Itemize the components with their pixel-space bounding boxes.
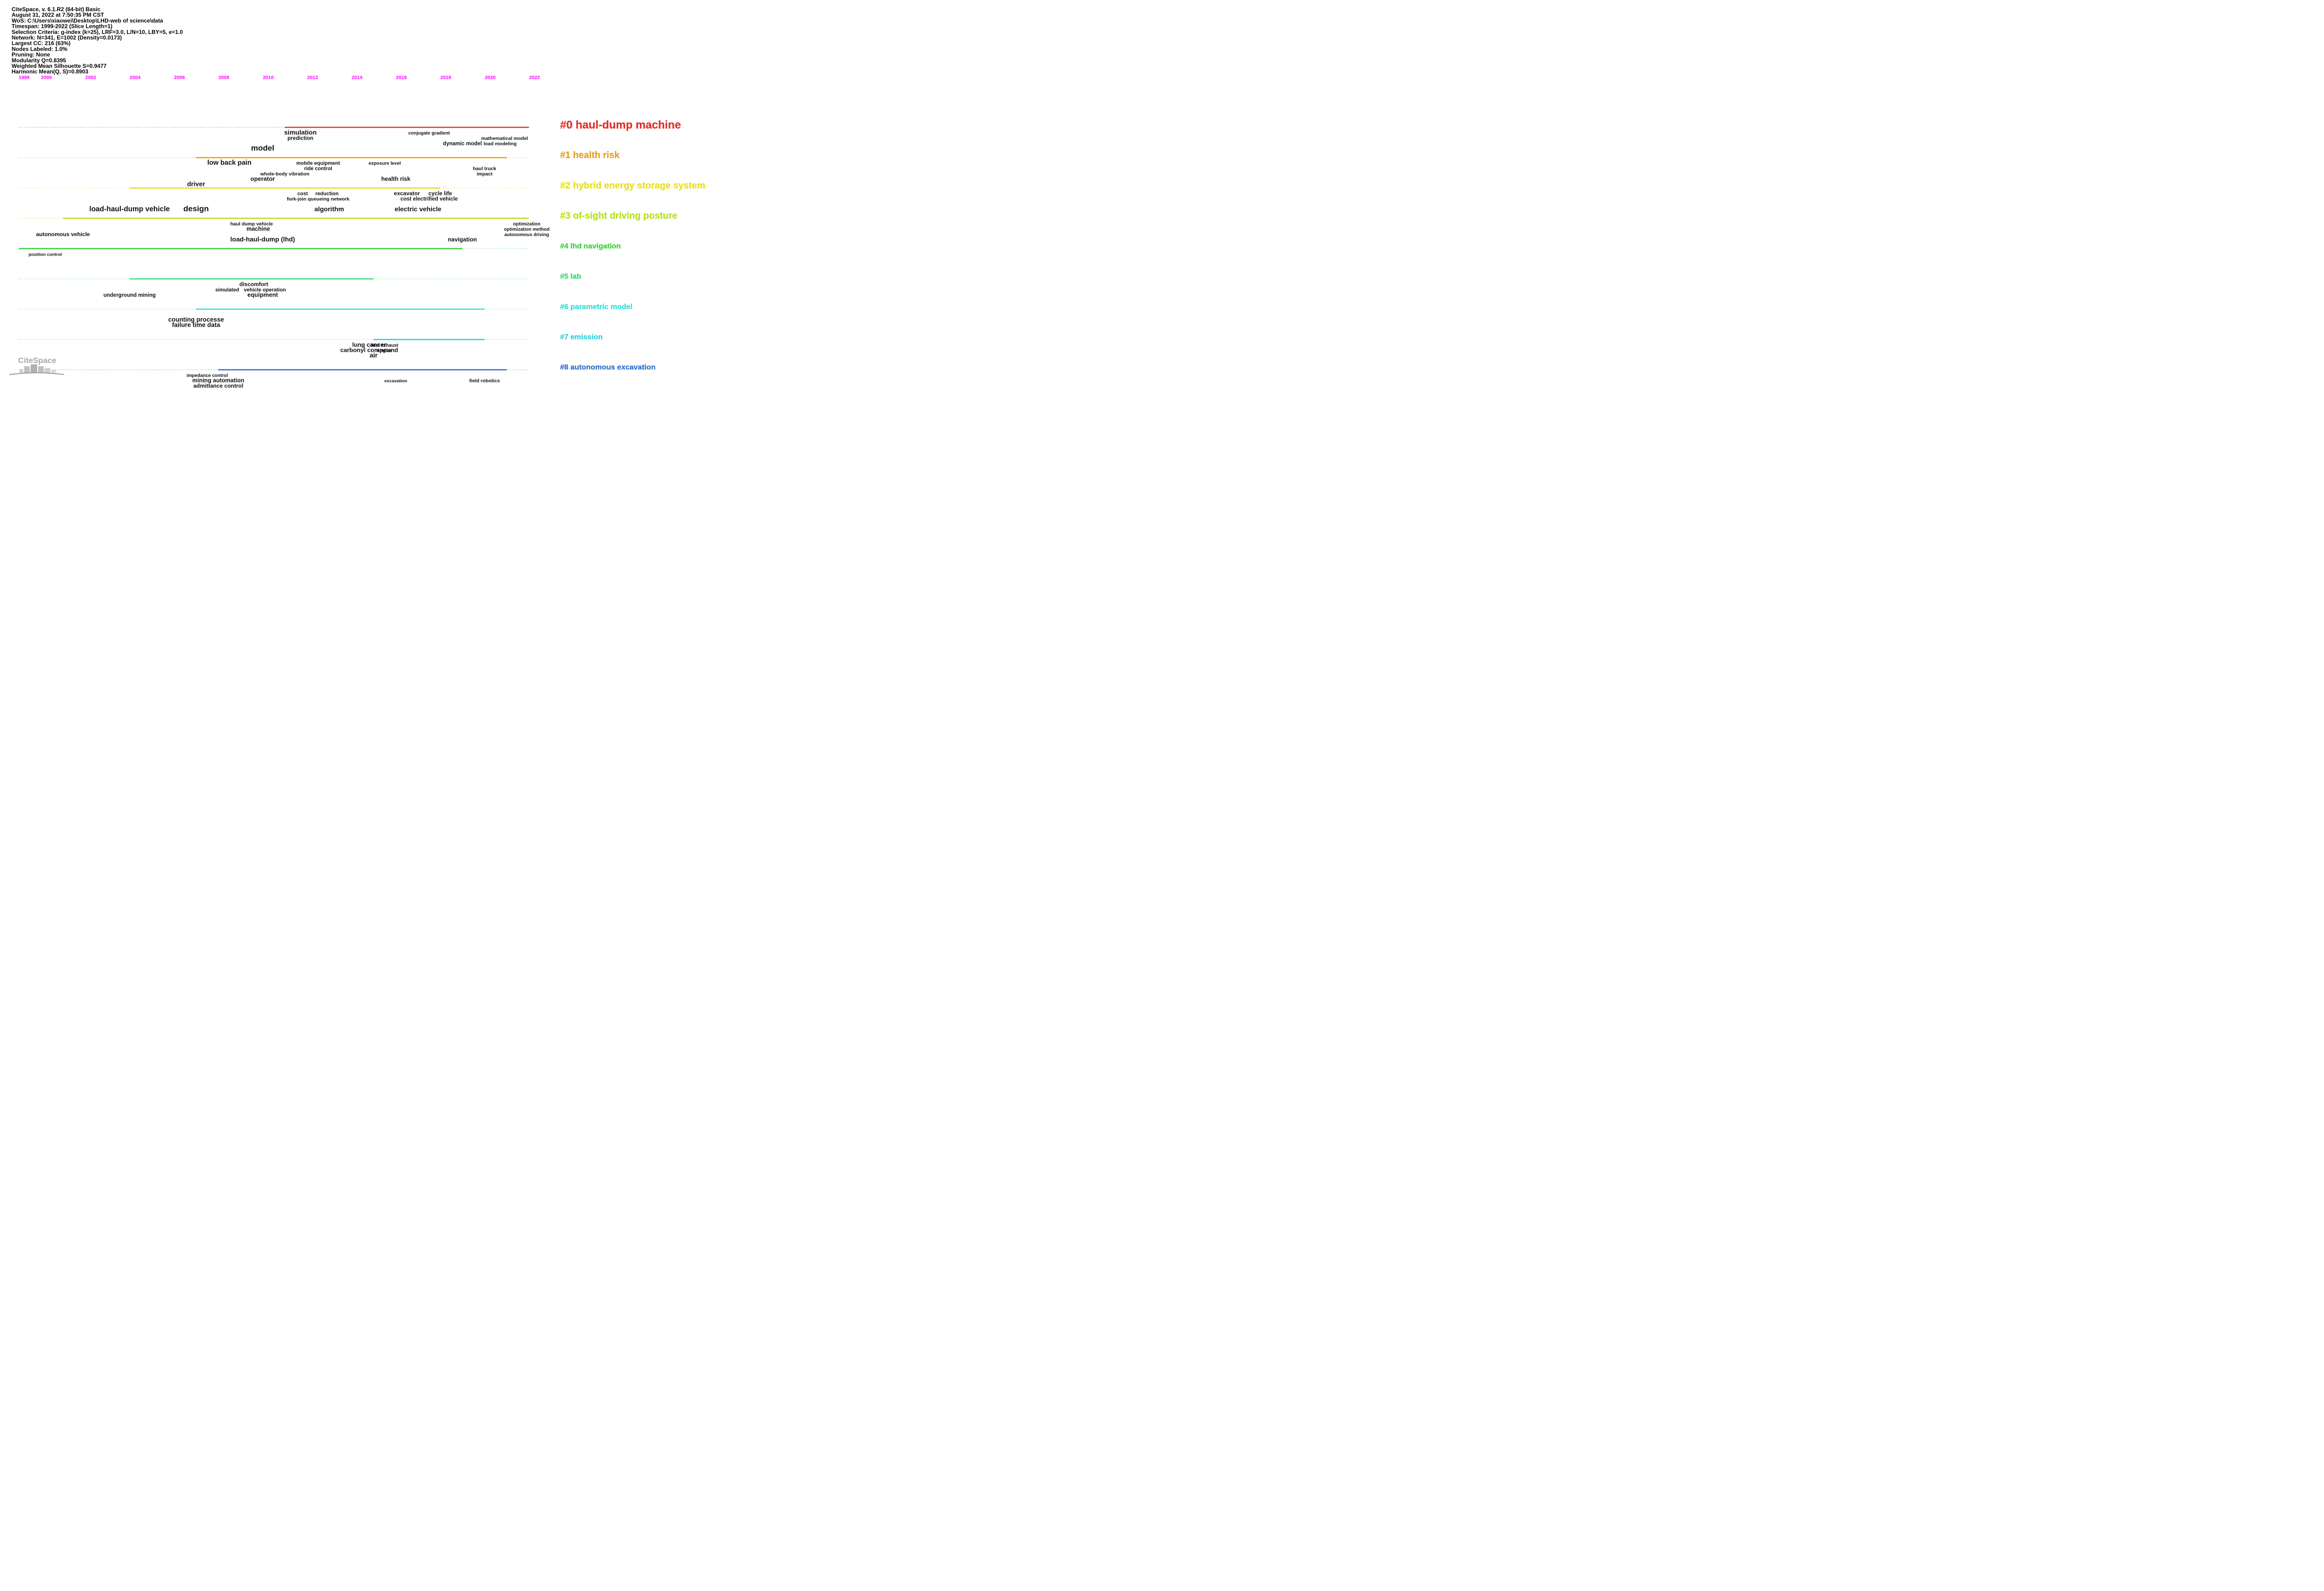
keyword-label: navigation <box>448 237 477 243</box>
keyword-label: optimization method <box>504 227 549 232</box>
cluster-label: #5 lab <box>560 273 581 281</box>
cluster-label: #7 emission <box>560 333 603 341</box>
keyword-label: mining automation <box>192 377 244 384</box>
year-tick-label: 2008 <box>218 75 230 80</box>
keyword-label: cost <box>297 191 308 197</box>
keyword-label: discomfort <box>239 281 268 288</box>
logo-text: CiteSpace <box>18 356 56 365</box>
keyword-label: position control <box>28 252 62 257</box>
keyword-label: algorithm <box>314 205 344 212</box>
cluster-label: #0 haul-dump machine <box>560 119 681 131</box>
meta-line: Selection Criteria: g-index (k=25), LRF=… <box>12 29 183 35</box>
cluster-label: #2 hybrid energy storage system <box>560 180 705 191</box>
keyword-label: driver <box>187 180 205 188</box>
year-tick-label: 2000 <box>41 75 52 80</box>
keyword-label: operator <box>251 175 275 182</box>
meta-line: Pruning: None <box>12 52 50 58</box>
keyword-label: engine <box>377 348 393 353</box>
keyword-label: autonomous driving <box>504 232 549 238</box>
keyword-label: conjugate gradient <box>408 131 450 136</box>
meta-line: Harmonic Mean(Q, S)=0.8903 <box>12 68 88 75</box>
keyword-label: field robotics <box>469 378 500 384</box>
keyword-label: failure time data <box>172 322 220 329</box>
cluster-label: #8 autonomous excavation <box>560 363 655 371</box>
year-tick-label: 2012 <box>307 75 318 80</box>
timeline-chart: CiteSpace, v. 6.1.R2 (64-bit) BasicAugus… <box>9 6 706 389</box>
keyword-label: health risk <box>381 176 410 182</box>
keyword-label: fuel exhaust <box>371 343 399 348</box>
keyword-label: electric vehicle <box>395 205 442 212</box>
keyword-label: load modeling <box>483 141 516 147</box>
citespace-logo: CiteSpace <box>9 356 65 375</box>
logo-bars-icon <box>9 364 65 375</box>
keyword-label: low back pain <box>207 159 251 167</box>
keyword-label: autonomous vehicle <box>36 231 90 238</box>
cluster-label: #6 parametric model <box>560 303 633 311</box>
keyword-label: prediction <box>287 136 313 141</box>
keyword-label: haul truck <box>473 166 496 172</box>
keyword-label: excavation <box>384 379 407 384</box>
keyword-label: excavator <box>394 190 420 197</box>
year-tick-label: 2016 <box>396 75 407 80</box>
keyword-label: model <box>251 144 274 152</box>
keyword-label: fork-join queueing network <box>287 196 350 202</box>
keyword-label: ride control <box>304 166 332 172</box>
meta-line: WoS: C:\Users\xiaowei\Desktop\LHD-web of… <box>12 17 163 24</box>
year-tick-label: 1999 <box>19 75 30 80</box>
keyword-label: vehicle operation <box>244 287 286 293</box>
year-tick-label: 2002 <box>86 75 97 80</box>
citespace-timeline-view: CiteSpace, v. 6.1.R2 (64-bit) Basic Augus… <box>0 0 729 400</box>
year-tick-label: 2022 <box>529 75 540 80</box>
keyword-label: reduction <box>316 191 339 197</box>
keyword-label: load-haul-dump vehicle <box>89 205 170 213</box>
year-tick-label: 2020 <box>485 75 496 80</box>
cluster-label: #3 of-sight driving posture <box>560 211 677 221</box>
meta-line: Modularity Q=0.8395 <box>12 57 66 64</box>
year-tick-label: 2018 <box>440 75 451 80</box>
keyword-label: dynamic model <box>443 141 482 147</box>
keyword-label: simulation <box>284 129 317 136</box>
keyword-label: air <box>370 351 378 359</box>
cluster-label: #4 lhd navigation <box>560 242 621 250</box>
meta-line: Weighted Mean Silhouette S=0.9477 <box>12 63 106 69</box>
keyword-label: whole-body vibration <box>260 172 310 177</box>
meta-line: Network: N=341, E=1002 (Density=0.0173) <box>12 34 122 41</box>
meta-line: Largest CC: 216 (63%) <box>12 40 71 46</box>
keyword-label: carbonyl compound <box>340 346 398 353</box>
keyword-label: impact <box>477 172 493 177</box>
year-axis: 1999 2000 2002 2004 2006 2008 2010 2012 2014 2016… <box>19 75 540 80</box>
meta-line: Timespan: 1999-2022 (Slice Length=1) <box>12 23 112 30</box>
keyword-label: machine <box>246 226 270 232</box>
keyword-label: admittance control <box>193 383 243 389</box>
keyword-label: optimization <box>513 222 541 227</box>
keyword-label: impedance control <box>186 373 228 378</box>
meta-line: Nodes Labeled: 1.0% <box>12 46 67 52</box>
keyword-label: mobile equipment <box>296 161 340 166</box>
keyword-label: lung cancer <box>352 341 386 348</box>
cluster-label: #1 health risk <box>560 150 620 160</box>
keyword-label: simulated <box>215 287 239 293</box>
keyword-label: cost electrified vehicle <box>400 196 457 202</box>
year-tick-label: 2004 <box>130 75 141 80</box>
keyword-label: counting processe <box>168 316 224 323</box>
year-tick-label: 2006 <box>174 75 185 80</box>
keyword-label: mathematical model <box>481 136 528 141</box>
cluster-lanes <box>19 126 529 370</box>
keyword-label: exposure level <box>369 161 401 166</box>
keyword-label: cycle life <box>429 190 452 197</box>
keyword-label: design <box>184 204 209 213</box>
cluster-legend: #0 haul-dump machine #1 health risk #2 hyb… <box>560 119 706 371</box>
meta-line: August 31, 2022 at 7:50:35 PM CST <box>12 12 104 18</box>
year-tick-label: 2010 <box>263 75 274 80</box>
keyword-label: equipment <box>247 291 278 298</box>
meta-line: CiteSpace, v. 6.1.R2 (64-bit) Basic <box>12 6 101 13</box>
year-tick-label: 2014 <box>351 75 363 80</box>
keyword-label: load-haul-dump (lhd) <box>231 236 295 243</box>
metadata-block: CiteSpace, v. 6.1.R2 (64-bit) BasicAugus… <box>12 6 183 75</box>
keyword-label: underground mining <box>103 293 155 298</box>
keyword-label: haul dump vehicle <box>230 221 273 227</box>
